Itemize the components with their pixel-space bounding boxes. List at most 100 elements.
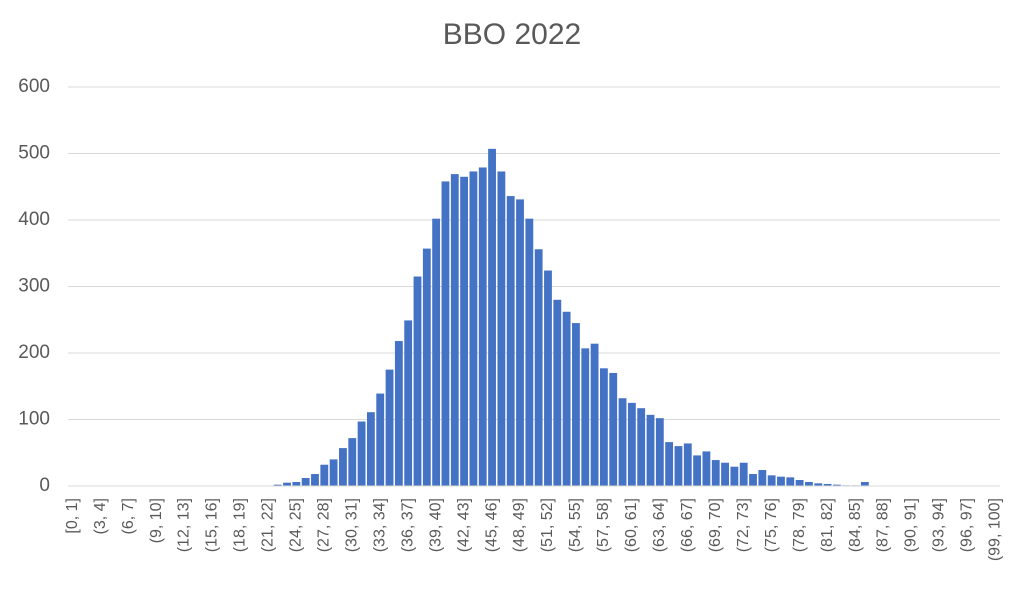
bar: [432, 218, 441, 487]
x-tick-label: [0, 1]: [64, 498, 81, 534]
bar: [693, 455, 702, 486]
x-tick-label: (3, 4]: [92, 498, 109, 534]
bar: [329, 459, 338, 486]
bar: [795, 480, 804, 486]
bar: [460, 176, 469, 486]
x-tick-label: (15, 16]: [204, 498, 221, 552]
x-tick-label: (84, 85]: [847, 498, 864, 552]
bar: [348, 438, 357, 486]
bar: [618, 398, 627, 486]
bar: [385, 369, 394, 486]
y-tick-label: 400: [18, 209, 50, 230]
y-tick-label: 300: [18, 276, 50, 297]
bar: [441, 181, 450, 486]
bar: [777, 476, 785, 486]
y-tick-label: 100: [18, 409, 50, 430]
bar: [376, 393, 385, 486]
x-tick-label: (54, 55]: [567, 498, 584, 552]
bar: [366, 412, 375, 486]
bar: [627, 402, 636, 486]
x-tick-label: (78, 79]: [791, 498, 808, 552]
x-tick-label: (48, 49]: [511, 498, 528, 552]
bar: [758, 470, 767, 486]
bar: [581, 348, 590, 486]
x-tick-label: (72, 73]: [735, 498, 752, 552]
bar: [273, 484, 282, 486]
x-tick-label: (69, 70]: [707, 498, 724, 552]
bar: [702, 451, 711, 486]
y-tick-label: 0: [39, 475, 50, 496]
bar: [805, 482, 813, 486]
x-tick-label: (60, 61]: [623, 498, 640, 552]
bar: [683, 443, 692, 486]
x-tick-label: (42, 43]: [455, 498, 472, 552]
bar: [413, 276, 422, 486]
bar: [478, 167, 487, 486]
x-tick-label: (6, 7]: [120, 498, 137, 534]
y-tick-label: 200: [18, 342, 50, 363]
bar: [320, 464, 329, 486]
bar: [497, 171, 506, 486]
bar: [655, 418, 664, 486]
bar: [814, 483, 823, 486]
bar: [311, 474, 319, 486]
bar: [674, 446, 683, 486]
y-tick-label: 500: [18, 143, 50, 164]
x-tick-label: (45, 46]: [483, 498, 500, 552]
x-tick-label: (87, 88]: [875, 498, 892, 552]
bar: [544, 270, 552, 486]
x-tick-label: (63, 64]: [651, 498, 668, 552]
x-tick-label: (9, 10]: [148, 498, 165, 543]
bar: [590, 343, 599, 486]
x-tick-label: (18, 19]: [232, 498, 249, 552]
bar: [292, 482, 301, 486]
bar: [786, 477, 795, 486]
bar: [767, 475, 776, 486]
x-tick-label: (33, 34]: [371, 498, 388, 552]
x-tick-label: (27, 28]: [316, 498, 333, 552]
bar: [860, 482, 869, 486]
x-tick-label: (24, 25]: [288, 498, 305, 552]
bar: [665, 442, 674, 486]
x-tick-label: (96, 97]: [959, 498, 976, 552]
bar: [488, 148, 496, 486]
bar: [572, 323, 580, 486]
x-tick-label: (57, 58]: [595, 498, 612, 552]
bar: [534, 249, 543, 486]
x-tick-label: (90, 91]: [903, 498, 920, 552]
bar: [525, 218, 534, 487]
x-tick-label: (39, 40]: [427, 498, 444, 552]
x-tick-label: (99, 100]: [987, 498, 1004, 561]
bar: [506, 196, 515, 486]
bar: [339, 448, 347, 486]
bar: [553, 299, 562, 486]
bar: [730, 466, 739, 486]
x-tick-label: (93, 94]: [931, 498, 948, 552]
bar: [739, 462, 748, 486]
x-tick-label: (21, 22]: [260, 498, 277, 552]
x-tick-label: (75, 76]: [763, 498, 780, 552]
x-tick-label: (51, 52]: [539, 498, 556, 552]
bar: [721, 462, 729, 486]
bar: [749, 474, 757, 486]
y-tick-label: 600: [18, 76, 50, 97]
chart-title: BBO 2022: [443, 18, 581, 51]
bar: [283, 482, 291, 486]
x-tick-label: (36, 37]: [399, 498, 416, 552]
bar: [357, 421, 366, 486]
x-tick-label: (81, 82]: [819, 498, 836, 552]
bar: [711, 460, 720, 486]
bar: [516, 199, 524, 486]
bar: [823, 484, 832, 486]
bar: [832, 484, 841, 486]
bar: [301, 478, 310, 486]
x-tick-label: (30, 31]: [343, 498, 360, 552]
bar: [562, 311, 571, 486]
bar: [450, 174, 459, 487]
x-tick-label: (66, 67]: [679, 498, 696, 552]
bar: [394, 341, 403, 486]
bar: [469, 171, 478, 486]
x-tick-label: (12, 13]: [176, 498, 193, 552]
bar: [404, 320, 413, 486]
